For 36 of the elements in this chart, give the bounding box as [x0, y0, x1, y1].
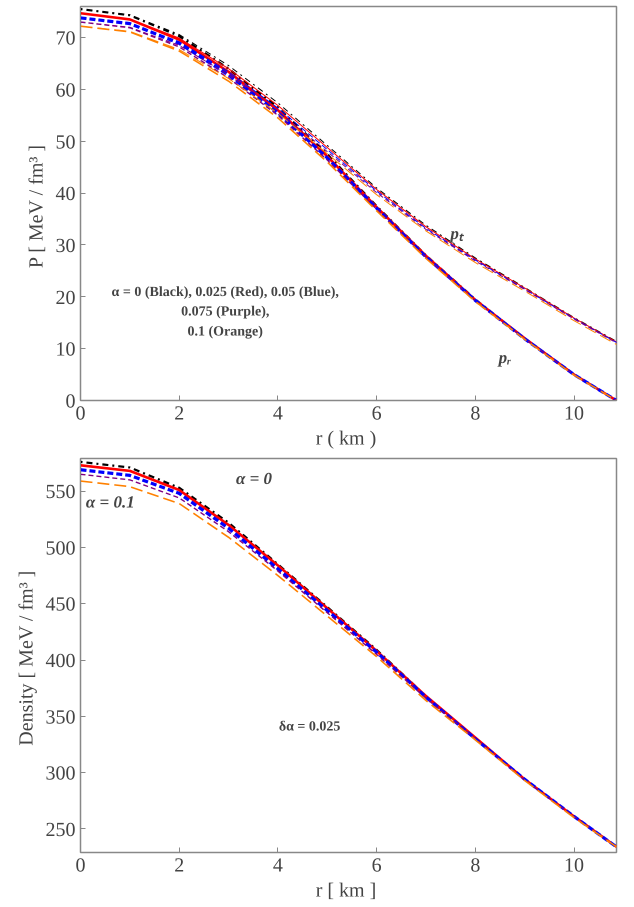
annotation: pₜ — [448, 224, 465, 243]
annotation: pᵣ — [496, 348, 512, 368]
annotation: 0.1 (Orange) — [188, 324, 264, 340]
y-tick-label: 400 — [46, 650, 76, 672]
x-tick-label: 2 — [174, 402, 184, 424]
annotation: α = 0.1 — [86, 492, 135, 512]
x-tick-label: 4 — [272, 854, 283, 876]
x-tick-label: 2 — [174, 854, 184, 876]
annotation: δα = 0.025 — [278, 719, 340, 734]
y-tick-label: 10 — [56, 338, 76, 361]
annotation: α = 0 — [236, 469, 273, 488]
y-axis-title: P [ MeV / fm³ ] — [26, 144, 48, 268]
y-tick-label: 300 — [46, 762, 76, 785]
x-tick-label: 10 — [564, 854, 584, 876]
y-tick-label: 50 — [56, 131, 76, 154]
x-tick-label: 6 — [372, 402, 382, 424]
x-axis-title: r [ km ] — [316, 880, 376, 902]
x-tick-label: 10 — [564, 402, 584, 424]
y-tick-label: 60 — [56, 79, 76, 102]
x-tick-label: 6 — [372, 854, 382, 876]
y-tick-label: 250 — [46, 818, 76, 841]
x-tick-label: 4 — [272, 402, 283, 424]
y-tick-label: 40 — [56, 183, 76, 206]
y-tick-label: 450 — [46, 594, 76, 616]
y-tick-label: 550 — [46, 481, 76, 504]
x-tick-label: 8 — [470, 854, 480, 876]
y-tick-label: 500 — [46, 537, 76, 560]
annotation: 0.075 (Purple), — [181, 304, 270, 320]
y-tick-label: 30 — [56, 234, 76, 257]
x-tick-label: 8 — [470, 402, 480, 424]
y-tick-label: 350 — [46, 706, 76, 728]
x-axis-title: r ( km ) — [316, 428, 376, 450]
y-axis-title: Density [ MeV / fm³ ] — [16, 570, 38, 746]
y-tick-label: 20 — [56, 286, 76, 309]
annotation: α = 0 (Black), 0.025 (Red), 0.05 (Blue), — [112, 285, 339, 300]
y-tick-label: 70 — [56, 28, 76, 50]
